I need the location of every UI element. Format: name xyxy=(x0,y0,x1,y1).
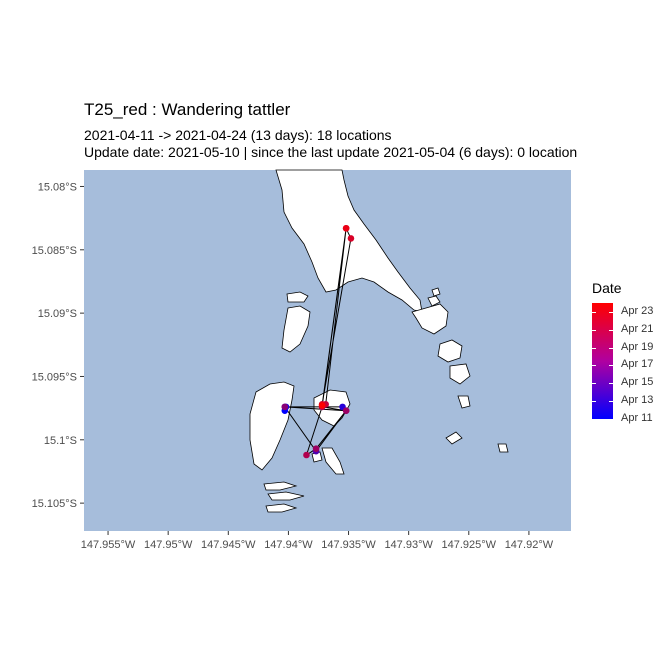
x-tick-label: 147.95°W xyxy=(144,539,193,551)
location-point xyxy=(347,235,355,242)
x-axis: 147.955°W 147.95°W 147.945°W 147.94°W 147.93… xyxy=(81,531,554,551)
x-tick-label: 147.945°W xyxy=(201,539,256,551)
map-subtitle-date-range: 2021-04-11 -> 2021-04-24 (13 days): 18 l… xyxy=(84,127,392,143)
islet-7 xyxy=(457,395,471,409)
legend-label: Apr 13 xyxy=(621,394,654,407)
location-point xyxy=(342,407,350,414)
y-tick-label: 15.1°S xyxy=(44,435,77,447)
x-tick-label: 147.93°W xyxy=(384,539,433,551)
legend-label: Apr 11 xyxy=(621,412,653,424)
legend-tick xyxy=(609,311,613,313)
southwest-islet-1 xyxy=(263,481,298,491)
legend-tick xyxy=(592,419,596,420)
legend-tick xyxy=(592,347,596,349)
legend-title: Date xyxy=(592,280,622,296)
legend-label: Apr 19 xyxy=(621,340,654,353)
islet-3 xyxy=(411,303,449,335)
y-tick-label: 15.085°S xyxy=(32,245,77,257)
y-tick-label: 15.09°S xyxy=(38,308,77,320)
legend-label: Apr 17 xyxy=(621,358,654,371)
southwest-islet-2 xyxy=(267,491,305,501)
map-title: T25_red : Wandering tattler xyxy=(84,100,291,119)
location-point xyxy=(303,451,310,459)
y-tick-label: 15.095°S xyxy=(32,371,77,383)
x-tick-label: 147.935°W xyxy=(321,539,376,551)
center-islet-b xyxy=(321,447,345,475)
location-point xyxy=(342,224,350,232)
location-point xyxy=(318,402,326,409)
legend-color-bar xyxy=(592,303,613,419)
map-subtitle-update: Update date: 2021-05-10 | since the last… xyxy=(84,144,578,160)
islet-4 xyxy=(427,295,441,307)
legend-tick xyxy=(592,365,596,367)
x-tick-label: 147.94°W xyxy=(264,539,313,551)
legend-tick xyxy=(609,365,613,367)
track-line xyxy=(283,226,352,457)
legend-tick xyxy=(592,383,596,385)
islet-5 xyxy=(437,339,463,363)
legend-tick xyxy=(592,401,596,403)
location-points xyxy=(281,224,355,459)
islet-10 xyxy=(431,287,441,297)
islet-6 xyxy=(449,363,471,385)
legend-tick xyxy=(592,329,596,331)
islet-1 xyxy=(286,291,309,303)
islet-8 xyxy=(445,431,463,445)
y-tick-label: 15.105°S xyxy=(32,498,77,510)
x-tick-label: 147.92°W xyxy=(505,539,554,551)
legend-tick xyxy=(592,311,596,313)
legend-label: Apr 23 xyxy=(621,304,654,317)
islet-9 xyxy=(497,443,509,453)
x-tick-label: 147.925°W xyxy=(442,539,497,551)
legend-tick xyxy=(609,347,613,349)
y-axis: 15.08°S 15.085°S 15.09°S 15.095°S 15.1°S 15.1… xyxy=(32,181,84,510)
legend-label: Apr 21 xyxy=(621,322,654,335)
southwest-islet-3 xyxy=(265,503,298,513)
legend-tick xyxy=(609,383,613,385)
location-point xyxy=(312,445,320,452)
y-tick-label: 15.08°S xyxy=(38,181,77,193)
legend-tick xyxy=(609,401,613,403)
x-tick-label: 147.955°W xyxy=(81,539,136,551)
legend-label: Apr 15 xyxy=(621,376,654,389)
islet-2 xyxy=(281,305,311,353)
location-point xyxy=(281,403,289,411)
legend-tick xyxy=(609,419,613,420)
west-island xyxy=(249,381,295,471)
legend-tick xyxy=(609,329,613,331)
